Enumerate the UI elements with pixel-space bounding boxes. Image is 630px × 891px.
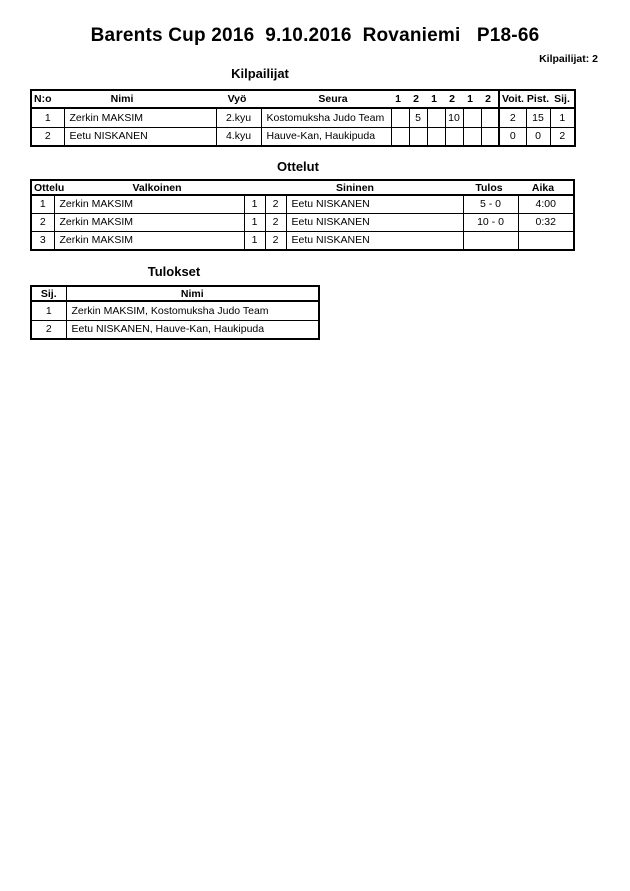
col-header-club: Seura (318, 93, 348, 105)
section-heading-kilpailijat: Kilpailijat (231, 66, 289, 81)
competitors-count: Kilpailijat: 2 (539, 53, 598, 65)
col-header-belt: Vyö (227, 93, 247, 105)
cell-white-name: Zerkin MAKSIM (53, 194, 245, 214)
table-row: 1 Zerkin MAKSIM, Kostomuksha Judo Team (30, 300, 320, 321)
cell-white-num: 1 (243, 230, 266, 251)
cell-no: 2 (30, 126, 65, 147)
cell-place: 1 (30, 300, 67, 321)
col-header-score-3: 1 (431, 93, 437, 105)
cell-no: 1 (30, 107, 65, 128)
kilpailijat-header-left: N:o Nimi Vyö Seura 1 2 1 2 1 2 (31, 89, 499, 109)
tulokset-header-row: Sij. Nimi (30, 285, 320, 302)
col-header-score-4: 2 (449, 93, 455, 105)
col-header-place: Sij. (30, 285, 67, 302)
cell-blue-name: Eetu NISKANEN (285, 194, 464, 214)
cell-match-no: 2 (30, 212, 55, 232)
cell-time: 0:32 (517, 212, 575, 232)
cell-place: 2 (30, 319, 67, 340)
cell-match-no: 1 (30, 194, 55, 214)
cell-club: Hauve-Kan, Haukipuda (260, 126, 392, 147)
cell-wins: 2 (498, 107, 527, 128)
cell-score (480, 126, 500, 147)
table-row: 1 Zerkin MAKSIM 2.kyu Kostomuksha Judo T… (30, 107, 576, 128)
cell-result: 5 - 0 (462, 194, 519, 214)
cell-blue-num: 2 (264, 230, 287, 251)
kilpailijat-header-row: N:o Nimi Vyö Seura 1 2 1 2 1 2 Voit. Pis… (31, 89, 575, 109)
col-header-wins: Voit. (502, 93, 524, 105)
cell-score: 10 (444, 107, 464, 128)
cell-result (462, 230, 519, 251)
col-header-match: Ottelu (34, 181, 65, 194)
table-row: 2 Eetu NISKANEN 4.kyu Hauve-Kan, Haukipu… (30, 126, 576, 147)
cell-blue-num: 2 (264, 194, 287, 214)
cell-time: 4:00 (517, 194, 575, 214)
cell-white-num: 1 (243, 194, 266, 214)
col-header-time: Aika (531, 181, 555, 194)
cell-score (408, 126, 428, 147)
cell-time (517, 230, 575, 251)
table-row: 1 Zerkin MAKSIM 1 2 Eetu NISKANEN 5 - 0 … (30, 194, 575, 214)
cell-score (462, 107, 482, 128)
cell-white-name: Zerkin MAKSIM (53, 230, 245, 251)
cell-score (390, 126, 410, 147)
cell-points: 15 (525, 107, 551, 128)
cell-score (444, 126, 464, 147)
col-header-white: Valkoinen (132, 181, 182, 194)
table-row: 2 Zerkin MAKSIM 1 2 Eetu NISKANEN 10 - 0… (30, 212, 575, 232)
col-header-no: N:o (34, 93, 52, 105)
col-header-score-5: 1 (467, 93, 473, 105)
cell-score (390, 107, 410, 128)
col-header-name: Nimi (110, 93, 134, 105)
cell-match-no: 3 (30, 230, 55, 251)
cell-name: Eetu NISKANEN (63, 126, 217, 147)
ottelut-table: Ottelu Valkoinen Sininen Tulos Aika 1 Ze… (30, 179, 575, 251)
cell-name: Zerkin MAKSIM (63, 107, 217, 128)
cell-score (426, 126, 446, 147)
col-header-score-6: 2 (485, 93, 491, 105)
cell-blue-name: Eetu NISKANEN (285, 230, 464, 251)
kilpailijat-table: N:o Nimi Vyö Seura 1 2 1 2 1 2 Voit. Pis… (30, 89, 576, 147)
page-title: Barents Cup 2016 9.10.2016 Rovaniemi P18… (90, 25, 540, 46)
cell-result: 10 - 0 (462, 212, 519, 232)
ottelut-header-row: Ottelu Valkoinen Sininen Tulos Aika (31, 179, 574, 196)
section-heading-tulokset: Tulokset (147, 264, 201, 279)
cell-white-num: 1 (243, 212, 266, 232)
table-row: 3 Zerkin MAKSIM 1 2 Eetu NISKANEN (30, 230, 575, 251)
cell-points: 0 (525, 126, 551, 147)
cell-wins: 0 (498, 126, 527, 147)
col-header-result: Tulos (475, 181, 503, 194)
cell-place: 1 (549, 107, 576, 128)
col-header-place: Sij. (554, 93, 570, 105)
cell-blue-num: 2 (264, 212, 287, 232)
col-header-name: Nimi (65, 285, 320, 302)
table-row: 2 Eetu NISKANEN, Hauve-Kan, Haukipuda (30, 319, 320, 340)
cell-name: Zerkin MAKSIM, Kostomuksha Judo Team (65, 300, 320, 321)
cell-name: Eetu NISKANEN, Hauve-Kan, Haukipuda (65, 319, 320, 340)
kilpailijat-header-right: Voit. Pist. Sij. (498, 89, 575, 109)
cell-score (426, 107, 446, 128)
cell-belt: 2.kyu (215, 107, 262, 128)
cell-score (462, 126, 482, 147)
cell-club: Kostomuksha Judo Team (260, 107, 392, 128)
cell-place: 2 (549, 126, 576, 147)
cell-score: 5 (408, 107, 428, 128)
col-header-score-2: 2 (413, 93, 419, 105)
tulokset-table: Sij. Nimi 1 Zerkin MAKSIM, Kostomuksha J… (30, 285, 320, 340)
col-header-points: Pist. (526, 93, 550, 105)
cell-score (480, 107, 500, 128)
col-header-score-1: 1 (395, 93, 401, 105)
cell-white-name: Zerkin MAKSIM (53, 212, 245, 232)
ottelut-header: Ottelu Valkoinen Sininen Tulos Aika (31, 179, 574, 196)
section-heading-ottelut: Ottelut (277, 159, 319, 174)
cell-belt: 4.kyu (215, 126, 262, 147)
col-header-blue: Sininen (336, 181, 374, 194)
cell-blue-name: Eetu NISKANEN (285, 212, 464, 232)
